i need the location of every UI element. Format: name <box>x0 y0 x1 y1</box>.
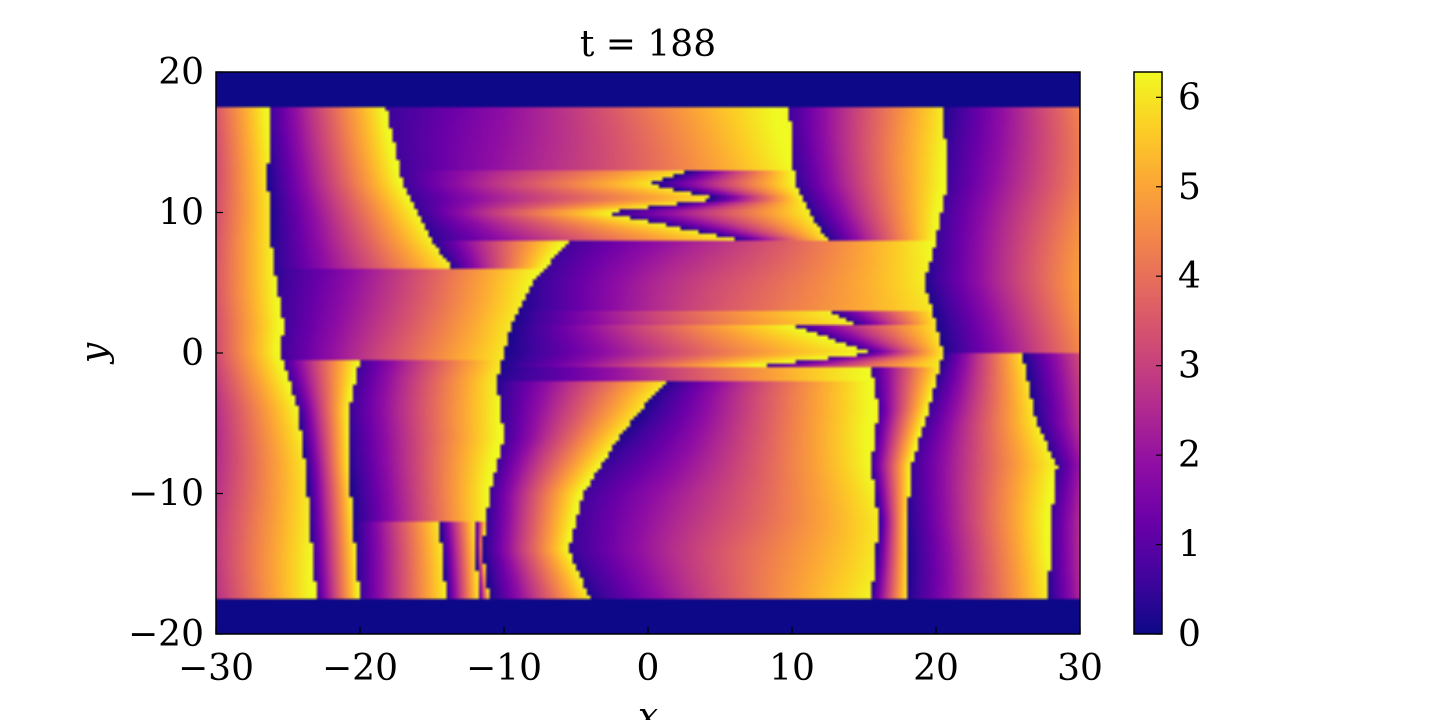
y-axis-label: y <box>74 342 115 365</box>
colorbar-tick-label: 4 <box>1178 256 1201 297</box>
heatmap-image <box>216 72 1080 634</box>
colorbar: 0 1 2 3 4 5 6 <box>1133 71 1201 655</box>
y-tick-label: 20 <box>158 52 204 93</box>
colorbar-tick-label: 5 <box>1178 167 1201 208</box>
x-axis: −30 −20 −10 0 10 20 30 <box>178 627 1103 689</box>
colorbar-gradient <box>1134 72 1162 634</box>
x-tick-label: 0 <box>637 648 660 689</box>
x-tick-label: 10 <box>769 648 815 689</box>
y-tick-label: 0 <box>181 333 204 374</box>
colorbar-tick-label: 6 <box>1178 77 1201 118</box>
colorbar-tick-label: 2 <box>1178 435 1201 476</box>
x-axis-label: x <box>638 696 658 720</box>
colorbar-tick-label: 1 <box>1178 525 1201 566</box>
y-axis: −20 −10 0 10 20 <box>128 52 223 655</box>
x-tick-label: 30 <box>1057 648 1103 689</box>
colorbar-frame <box>1133 71 1163 635</box>
plot-area <box>215 71 1081 635</box>
colorbar-tick-label: 3 <box>1178 346 1201 387</box>
colorbar-tick-label: 0 <box>1178 614 1201 655</box>
chart-title: t = 188 <box>580 24 716 65</box>
y-tick-label: −10 <box>128 474 204 515</box>
colorbar-ticks: 0 1 2 3 4 5 6 <box>1156 77 1201 655</box>
x-tick-label: −10 <box>466 648 542 689</box>
x-tick-label: 20 <box>913 648 959 689</box>
y-tick-label: −20 <box>128 614 204 655</box>
x-tick-label: −20 <box>322 648 398 689</box>
x-tick-label: −30 <box>178 648 254 689</box>
y-tick-label: 10 <box>158 193 204 234</box>
